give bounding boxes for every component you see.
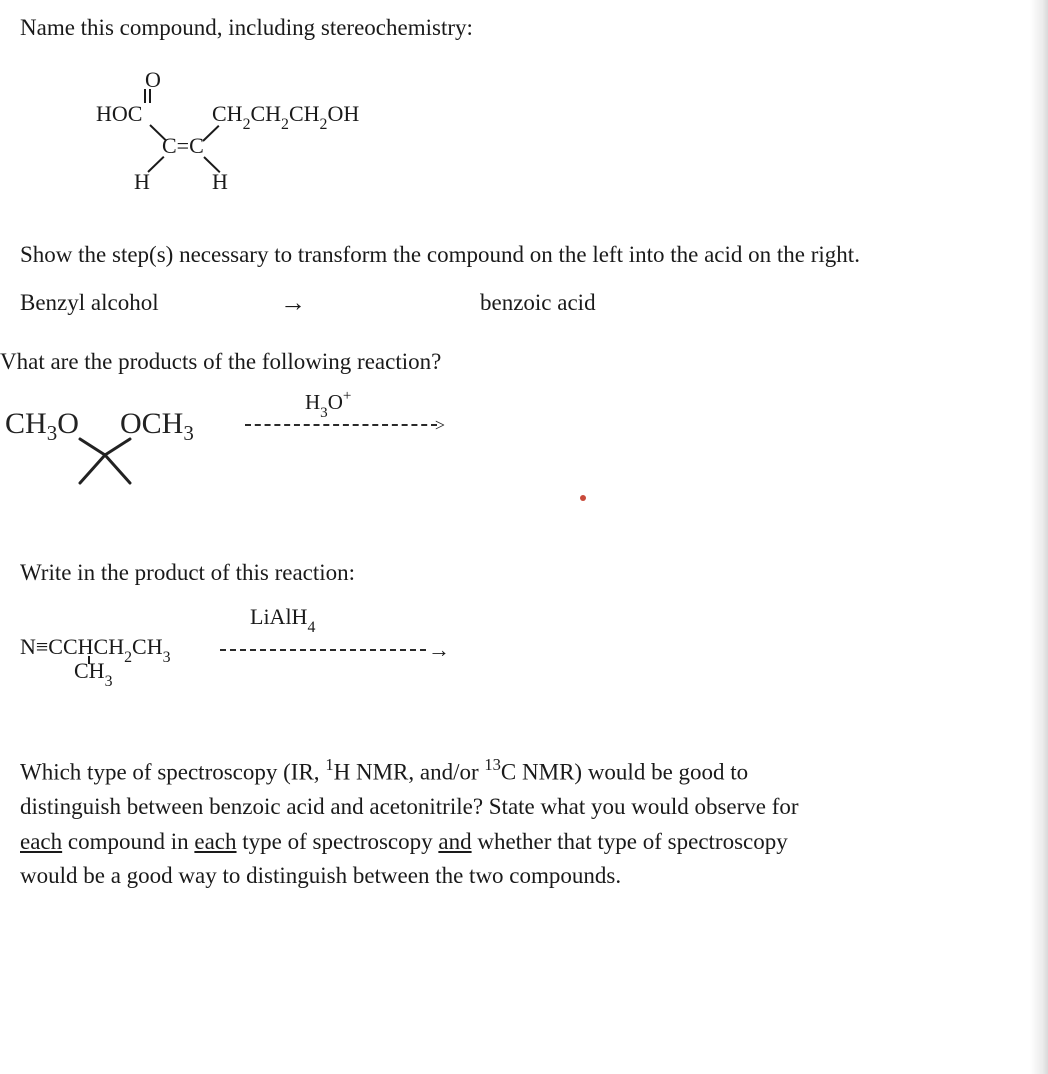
bond-right-diag: [202, 125, 219, 142]
q3-arrow: >: [245, 415, 445, 435]
q5-l1b: H NMR, and/or: [334, 760, 485, 785]
label-H-right: H: [212, 169, 228, 195]
dbl-bond-1: [144, 89, 146, 103]
q5-l2: distinguish between benzoic acid and ace…: [20, 794, 799, 819]
dbl-bond-2: [149, 89, 151, 103]
label-H-left: H: [134, 169, 150, 195]
label-O: O: [145, 67, 161, 93]
page-shadow: [1030, 0, 1048, 1074]
q5-l3b: compound in: [62, 829, 194, 854]
q2-left: Benzyl alcohol: [20, 290, 280, 316]
question-1: Name this compound, including stereochem…: [20, 12, 1028, 211]
q5-l1a: Which type of spectroscopy (IR,: [20, 760, 325, 785]
q5-text: Which type of spectroscopy (IR, 1H NMR, …: [20, 754, 1028, 894]
q4-arrowhead: →: [428, 637, 450, 663]
question-2: Show the step(s) necessary to transform …: [20, 239, 1028, 318]
q3-reaction: H3O+ > CH3O OCH3: [0, 385, 600, 515]
q4-reagent: LiAlH4: [250, 604, 315, 634]
q5-l3f: whether that type of spectroscopy: [472, 829, 788, 854]
q5-l3e: and: [438, 829, 471, 854]
question-4: Write in the product of this reaction: L…: [20, 557, 1028, 704]
q3-prompt: Vhat are the products of the following r…: [0, 346, 1028, 377]
q5-l1c: C NMR) would be good to: [501, 760, 748, 785]
q5-sup13: 13: [484, 755, 501, 774]
q3-dashed: [245, 424, 437, 426]
q5-l3a: each: [20, 829, 62, 854]
q4-arrow: →: [220, 640, 450, 660]
question-5: Which type of spectroscopy (IR, 1H NMR, …: [20, 754, 1028, 894]
q4-branch-ch3: CH3: [74, 658, 112, 688]
handwritten-ch3o: CH3O: [5, 407, 79, 446]
q5-l4: would be a good way to distinguish betwe…: [20, 863, 621, 888]
q1-structure: O HOC CH2CH2CH2OH C=C H H: [70, 71, 470, 211]
q5-sup1: 1: [325, 755, 333, 774]
red-dot: [580, 495, 586, 501]
q4-reaction: LiAlH4 N≡CCHCH2CH3 CH3 →: [20, 604, 620, 704]
q5-l3c: each: [194, 829, 236, 854]
label-chain: CH2CH2CH2OH: [212, 101, 359, 131]
q4-prompt: Write in the product of this reaction:: [20, 557, 1028, 588]
q2-transform: Benzyl alcohol → benzoic acid: [20, 288, 1028, 318]
label-C-eq-C: C=C: [162, 133, 204, 159]
q2-right: benzoic acid: [480, 290, 596, 316]
q2-arrow: →: [280, 288, 320, 318]
question-3: Vhat are the products of the following r…: [0, 346, 1028, 515]
q1-prompt: Name this compound, including stereochem…: [20, 12, 1028, 43]
q4-dashed: [220, 649, 426, 651]
handwritten-skeleton: [70, 433, 140, 503]
q5-l3d: type of spectroscopy: [237, 829, 439, 854]
label-HOC: HOC: [96, 101, 142, 127]
q2-prompt: Show the step(s) necessary to transform …: [20, 239, 1028, 270]
q3-arrowhead: >: [435, 415, 445, 436]
